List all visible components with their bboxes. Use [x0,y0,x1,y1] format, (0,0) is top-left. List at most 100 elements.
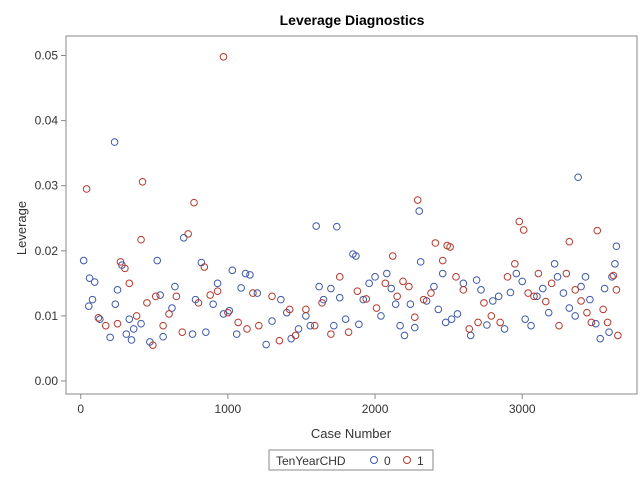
data-point [332,222,341,231]
data-point [383,269,391,278]
data-point [459,286,468,294]
y-tick-label: 0.02 [35,244,59,258]
data-point [188,330,197,338]
legend-label-1: 1 [417,454,424,468]
data-point [237,284,245,292]
data-point [143,299,151,307]
data-point [583,308,591,317]
data-point [125,315,134,323]
data-point [541,297,550,306]
data-point [609,271,618,280]
data-point [539,284,547,293]
series-0 [79,138,621,349]
data-point [530,292,538,301]
data-point [138,178,147,186]
data-point [122,330,131,338]
data-point [88,295,97,304]
data-point [519,226,528,234]
data-point [453,310,462,318]
data-point [416,258,425,266]
data-point [291,331,300,340]
x-tick-label: 3000 [509,402,536,416]
data-point [391,300,400,308]
data-point [241,269,250,278]
data-point [459,279,468,288]
data-point [90,278,99,286]
data-point [359,295,368,304]
data-point [254,321,263,330]
data-point [113,319,122,328]
data-point [101,321,110,330]
data-point [496,318,504,327]
data-point [253,289,262,297]
data-point [506,288,515,297]
data-point [603,318,612,327]
data-point [168,304,176,312]
data-point [306,321,315,330]
data-point [353,287,362,295]
data-point [577,282,585,291]
data-point [377,312,385,320]
data-point [121,264,129,273]
data-point [438,256,447,265]
data-point [315,282,323,291]
data-point [527,321,535,330]
data-point [234,318,242,327]
data-point [472,276,481,284]
data-point [335,293,344,302]
x-tick-label: 1000 [215,402,242,416]
data-point [159,332,167,341]
data-point [512,269,521,278]
y-tick-label: 0.01 [35,309,59,323]
data-point [555,321,563,330]
data-point [483,321,491,329]
data-point [79,256,88,265]
data-point [113,286,122,294]
data-point [341,315,350,323]
data-point [96,315,104,323]
data-point [213,279,222,288]
series-1 [82,53,622,349]
x-tick-label: 0 [77,402,84,416]
data-point [302,305,310,314]
y-axis-label: Leverage [14,201,29,255]
data-point [228,266,237,275]
data-point [596,334,605,343]
data-point [500,325,509,333]
data-point [224,308,232,317]
data-point [574,173,582,182]
data-point [82,185,91,193]
x-axis-label: Case Number [311,426,392,441]
data-point [544,308,553,317]
data-point [156,291,164,299]
data-point [553,273,562,281]
data-point [243,325,251,333]
legend: TenYearCHD 0 1 [268,449,434,471]
data-point [413,196,422,204]
data-point [577,297,585,305]
y-axis: 0.00 0.01 0.02 0.03 0.04 0.05 [35,49,66,388]
data-point [190,198,198,207]
legend-label-0: 0 [384,454,391,468]
data-point [381,279,390,288]
scatter-points [79,53,622,349]
data-point [405,282,413,291]
data-point [410,313,419,321]
data-point [434,305,443,314]
data-point [355,320,363,329]
data-point [431,239,440,247]
data-point [524,289,532,297]
data-point [200,263,209,271]
data-point [352,252,360,260]
data-point [605,328,613,336]
data-point [388,252,397,260]
data-point [262,340,270,349]
data-point [430,282,438,291]
data-point [608,273,616,281]
data-point [165,310,173,318]
data-point [129,325,138,333]
data-point [268,292,276,301]
y-tick-label: 0.00 [35,374,59,388]
chart-title: Leverage Diagnostics [280,12,425,28]
